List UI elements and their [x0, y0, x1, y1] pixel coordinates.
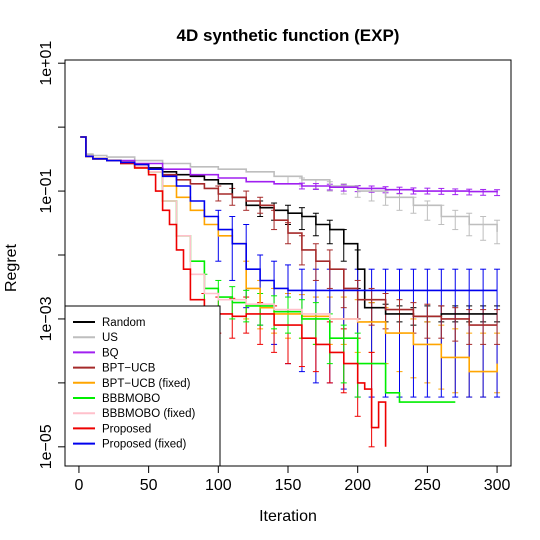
legend-label: BPT−UCB (fixed) [102, 378, 191, 390]
legend: Random US BQ BPT−UCB BPT−UCB (fixed) BBBMOBO B… [64, 305, 221, 467]
legend-label: Random [102, 317, 145, 329]
legend-label: BQ [102, 347, 119, 359]
plot-layer [80, 136, 501, 448]
legend-box [64, 305, 221, 467]
y-tick-label: 1e−03 [38, 296, 55, 341]
chart-title: 4D synthetic function (EXP) [177, 26, 400, 45]
x-tick-label: 250 [414, 477, 441, 494]
legend-label: BPT−UCB [102, 363, 156, 375]
axes-layer: 0 50 100 150 200 250 300 1e+01 1e−01 1e−03 1e−05 [38, 41, 512, 494]
x-tick-label: 100 [205, 477, 232, 494]
plot-clip-group [80, 136, 501, 448]
x-tick-label: 0 [74, 477, 83, 494]
y-tick-label: 1e−01 [38, 169, 55, 214]
series-line-8 [80, 136, 498, 292]
legend-label: BBBMOBO (fixed) [102, 408, 195, 420]
x-tick-label: 300 [484, 477, 511, 494]
x-tick-label: 200 [344, 477, 371, 494]
y-tick-label: 1e+01 [38, 41, 55, 86]
error-bars-2 [257, 200, 501, 326]
y-axis-label: Regret [3, 243, 20, 292]
legend-label: Proposed (fixed) [102, 439, 187, 451]
error-bars-7 [201, 273, 361, 398]
legend-label: BBBMOBO [102, 393, 160, 405]
legend-label: US [102, 332, 118, 344]
legend-label: Proposed [102, 423, 151, 435]
x-tick-label: 150 [275, 477, 302, 494]
title-group: 4D synthetic function (EXP) [177, 26, 400, 45]
series-line-1 [80, 136, 498, 232]
y-tick-label: 1e−05 [38, 424, 55, 469]
x-axis-label: Iteration [259, 508, 317, 525]
x-tick-label: 50 [140, 477, 158, 494]
